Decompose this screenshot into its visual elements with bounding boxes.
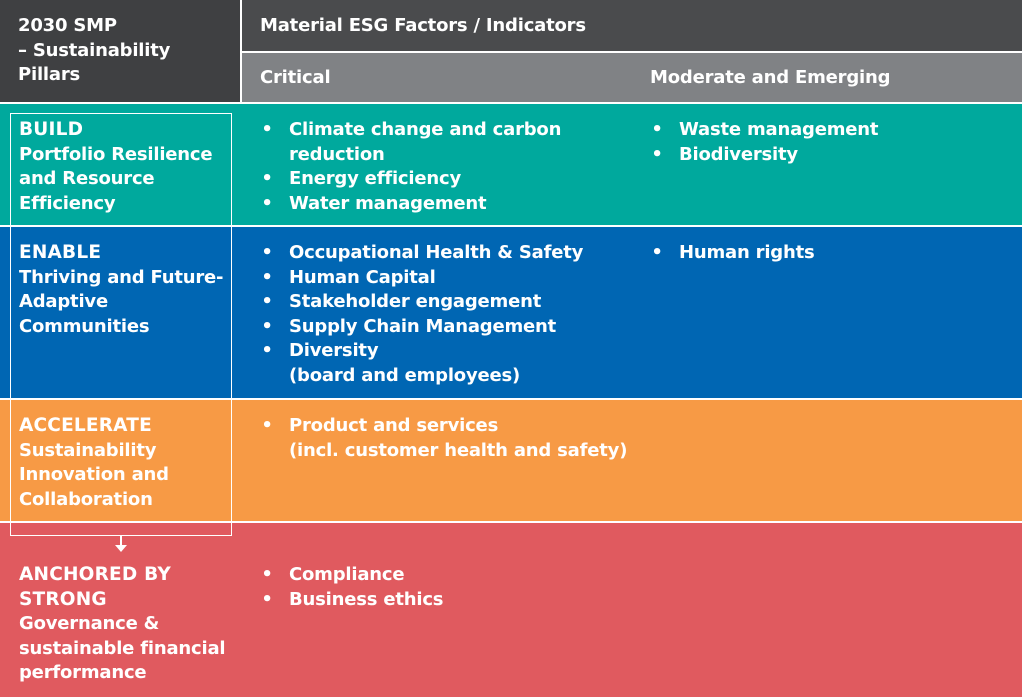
pillar-accelerate: ACCELERATE Sustainability Innovation and…	[19, 414, 234, 512]
pillar-title: ANCHORED BY STRONG	[19, 564, 171, 610]
pillar-description: Sustainability Innovation and Collaborat…	[19, 439, 169, 510]
pillar-title: ACCELERATE	[19, 415, 152, 436]
list-item: • Human Capital	[260, 266, 640, 291]
critical-column-label: Critical	[260, 67, 331, 88]
bullet-icon: •	[261, 564, 273, 585]
list-item: • Supply Chain Management	[260, 315, 640, 340]
moderate-list: • Waste management • Biodiversity	[650, 118, 1010, 167]
pillars-header: 2030 SMP – Sustainability Pillars	[0, 0, 240, 102]
bullet-icon: •	[261, 168, 273, 189]
list-item: • Compliance	[260, 563, 640, 588]
row-anchored: ANCHORED BY STRONG Governance & sustaina…	[0, 523, 1022, 697]
list-item: • Human rights	[650, 241, 1010, 266]
list-item: • Stakeholder engagement	[260, 290, 640, 315]
bullet-icon: •	[261, 192, 273, 214]
critical-list: • Climate change and carbon reduction • En…	[260, 118, 640, 216]
pillars-header-label: 2030 SMP – Sustainability Pillars	[18, 15, 171, 85]
list-item: • Occupational Health & Safety	[260, 241, 640, 266]
bullet-icon: •	[261, 315, 273, 337]
list-item: • Diversity (board and employees)	[261, 340, 521, 386]
pillar-title: ENABLE	[19, 242, 102, 263]
moderate-column-label: Moderate and Emerging	[650, 67, 891, 88]
critical-list: • Occupational Health & Safety • Human Cap…	[260, 241, 640, 388]
list-item: • Biodiversity	[650, 143, 1010, 168]
bullet-icon: •	[651, 242, 663, 263]
list-item: • Waste management	[650, 118, 1010, 143]
bullet-icon: •	[261, 291, 273, 312]
row-build: BUILD Portfolio Resilience and Resource …	[0, 104, 1022, 225]
row-enable: ENABLE Thriving and Future- Adaptive Com…	[0, 227, 1022, 398]
critical-list: • Compliance • Business ethics	[260, 563, 640, 612]
factors-subheader: Critical Moderate and Emerging	[242, 53, 1022, 102]
pillar-title: BUILD	[19, 119, 84, 140]
bullet-icon: •	[651, 119, 663, 140]
critical-list: • Product and services (incl. customer he…	[260, 414, 640, 463]
pillar-description: Portfolio Resilience and Resource Effici…	[19, 143, 213, 214]
list-item: • Water management	[260, 192, 640, 217]
pillar-anchored: ANCHORED BY STRONG Governance & sustaina…	[19, 563, 234, 686]
bullet-icon: •	[261, 119, 273, 140]
list-item: • Product and services (incl. customer he…	[261, 415, 628, 461]
arrow-line	[120, 536, 122, 545]
bullet-icon: •	[261, 340, 273, 361]
bullet-icon: •	[261, 415, 273, 436]
pillar-description: Thriving and Future- Adaptive Communitie…	[19, 266, 224, 337]
bullet-icon: •	[261, 588, 273, 610]
list-item: • Business ethics	[260, 588, 640, 613]
moderate-list: • Human rights	[650, 241, 1010, 266]
factors-header-label: Material ESG Factors / Indicators	[260, 15, 586, 36]
bullet-icon: •	[651, 143, 663, 165]
row-accelerate: ACCELERATE Sustainability Innovation and…	[0, 400, 1022, 521]
pillar-description: Governance & sustainable financial perfo…	[19, 613, 226, 683]
arrow-down-icon	[115, 545, 127, 552]
bullet-icon: •	[261, 266, 273, 288]
bullet-icon: •	[261, 242, 273, 263]
list-item: • Climate change and carbon reduction	[261, 119, 562, 165]
list-item: • Energy efficiency	[260, 167, 640, 192]
pillar-enable: ENABLE Thriving and Future- Adaptive Com…	[19, 241, 234, 339]
pillar-build: BUILD Portfolio Resilience and Resource …	[19, 118, 234, 216]
factors-header: Material ESG Factors / Indicators	[242, 0, 1022, 51]
